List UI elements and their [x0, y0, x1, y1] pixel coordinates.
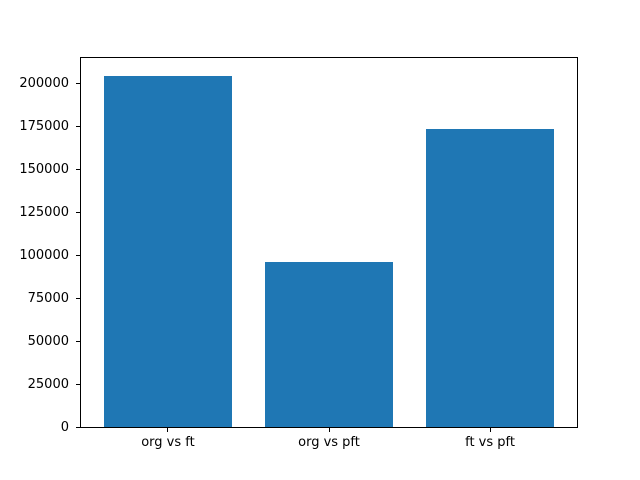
y-tick-mark [76, 340, 80, 342]
y-tick-mark [76, 254, 80, 256]
y-tick-mark [76, 125, 80, 127]
y-tick-mark [76, 297, 80, 299]
y-tick-label: 150000 [19, 161, 69, 177]
y-tick-label: 75000 [27, 290, 69, 306]
y-tick-label: 0 [60, 419, 69, 435]
x-tick-mark [328, 428, 330, 432]
y-tick-mark [76, 383, 80, 385]
y-tick-label: 25000 [27, 376, 69, 392]
x-tick-label: ft vs pft [465, 435, 515, 450]
y-tick-mark [76, 426, 80, 428]
x-tick-mark [489, 428, 491, 432]
plot-area [80, 57, 578, 428]
y-tick-mark [76, 168, 80, 170]
y-tick-mark [76, 211, 80, 213]
y-tick-label: 100000 [19, 247, 69, 263]
y-tick-label: 175000 [19, 118, 69, 134]
x-tick-label: org vs pft [298, 435, 360, 450]
bar-ft-vs-pft [425, 128, 555, 427]
x-tick-mark [167, 428, 169, 432]
y-tick-label: 125000 [19, 204, 69, 220]
y-tick-label: 50000 [27, 333, 69, 349]
bar-org-vs-ft [103, 75, 233, 427]
y-tick-mark [76, 82, 80, 84]
y-tick-label: 200000 [19, 75, 69, 91]
x-tick-label: org vs ft [141, 435, 195, 450]
bar-org-vs-pft [264, 262, 394, 427]
